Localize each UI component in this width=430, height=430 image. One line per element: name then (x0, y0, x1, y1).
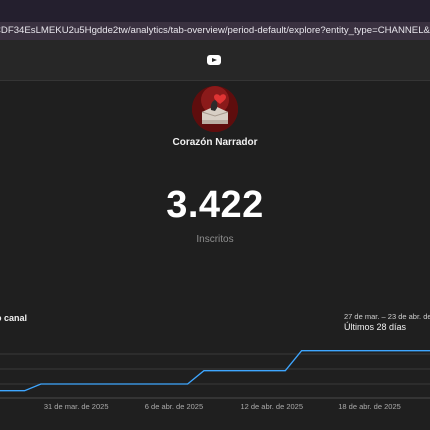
channel-name: Corazón Narrador (172, 137, 258, 148)
x-tick-label: 12 de abr. de 2025 (240, 402, 303, 411)
subscriber-count-label: Inscritos (196, 234, 234, 245)
data-points (8, 350, 416, 391)
subscriber-count: 3.422 (166, 184, 264, 226)
subscribers-line-chart: 31 de mar. de 2025 6 de abr. de 2025 12 de… (0, 350, 430, 411)
x-tick-label: 6 de abr. de 2025 (145, 402, 203, 411)
x-tick-label: 18 de abr. de 2025 (338, 402, 401, 411)
series-line (0, 350, 430, 392)
address-bar[interactable]: CDF34EsLMEKU2u5Hgdde2tw/analytics/tab-ov… (0, 22, 430, 40)
chart-title: o canal (0, 313, 28, 323)
chart-gridlines (0, 353, 430, 399)
date-range[interactable]: 27 de mar. – 23 de abr. de 2025 (344, 312, 430, 321)
x-axis-ticks: 31 de mar. de 2025 6 de abr. de 2025 12 de… (44, 402, 401, 411)
x-tick-label: 31 de mar. de 2025 (44, 402, 109, 411)
browser-tab-bar (0, 0, 430, 22)
channel-avatar (192, 86, 238, 132)
youtube-logo-icon[interactable] (207, 55, 221, 65)
period-selector[interactable]: Últimos 28 días (344, 322, 407, 332)
url-text[interactable]: CDF34EsLMEKU2u5Hgdde2tw/analytics/tab-ov… (0, 25, 430, 36)
